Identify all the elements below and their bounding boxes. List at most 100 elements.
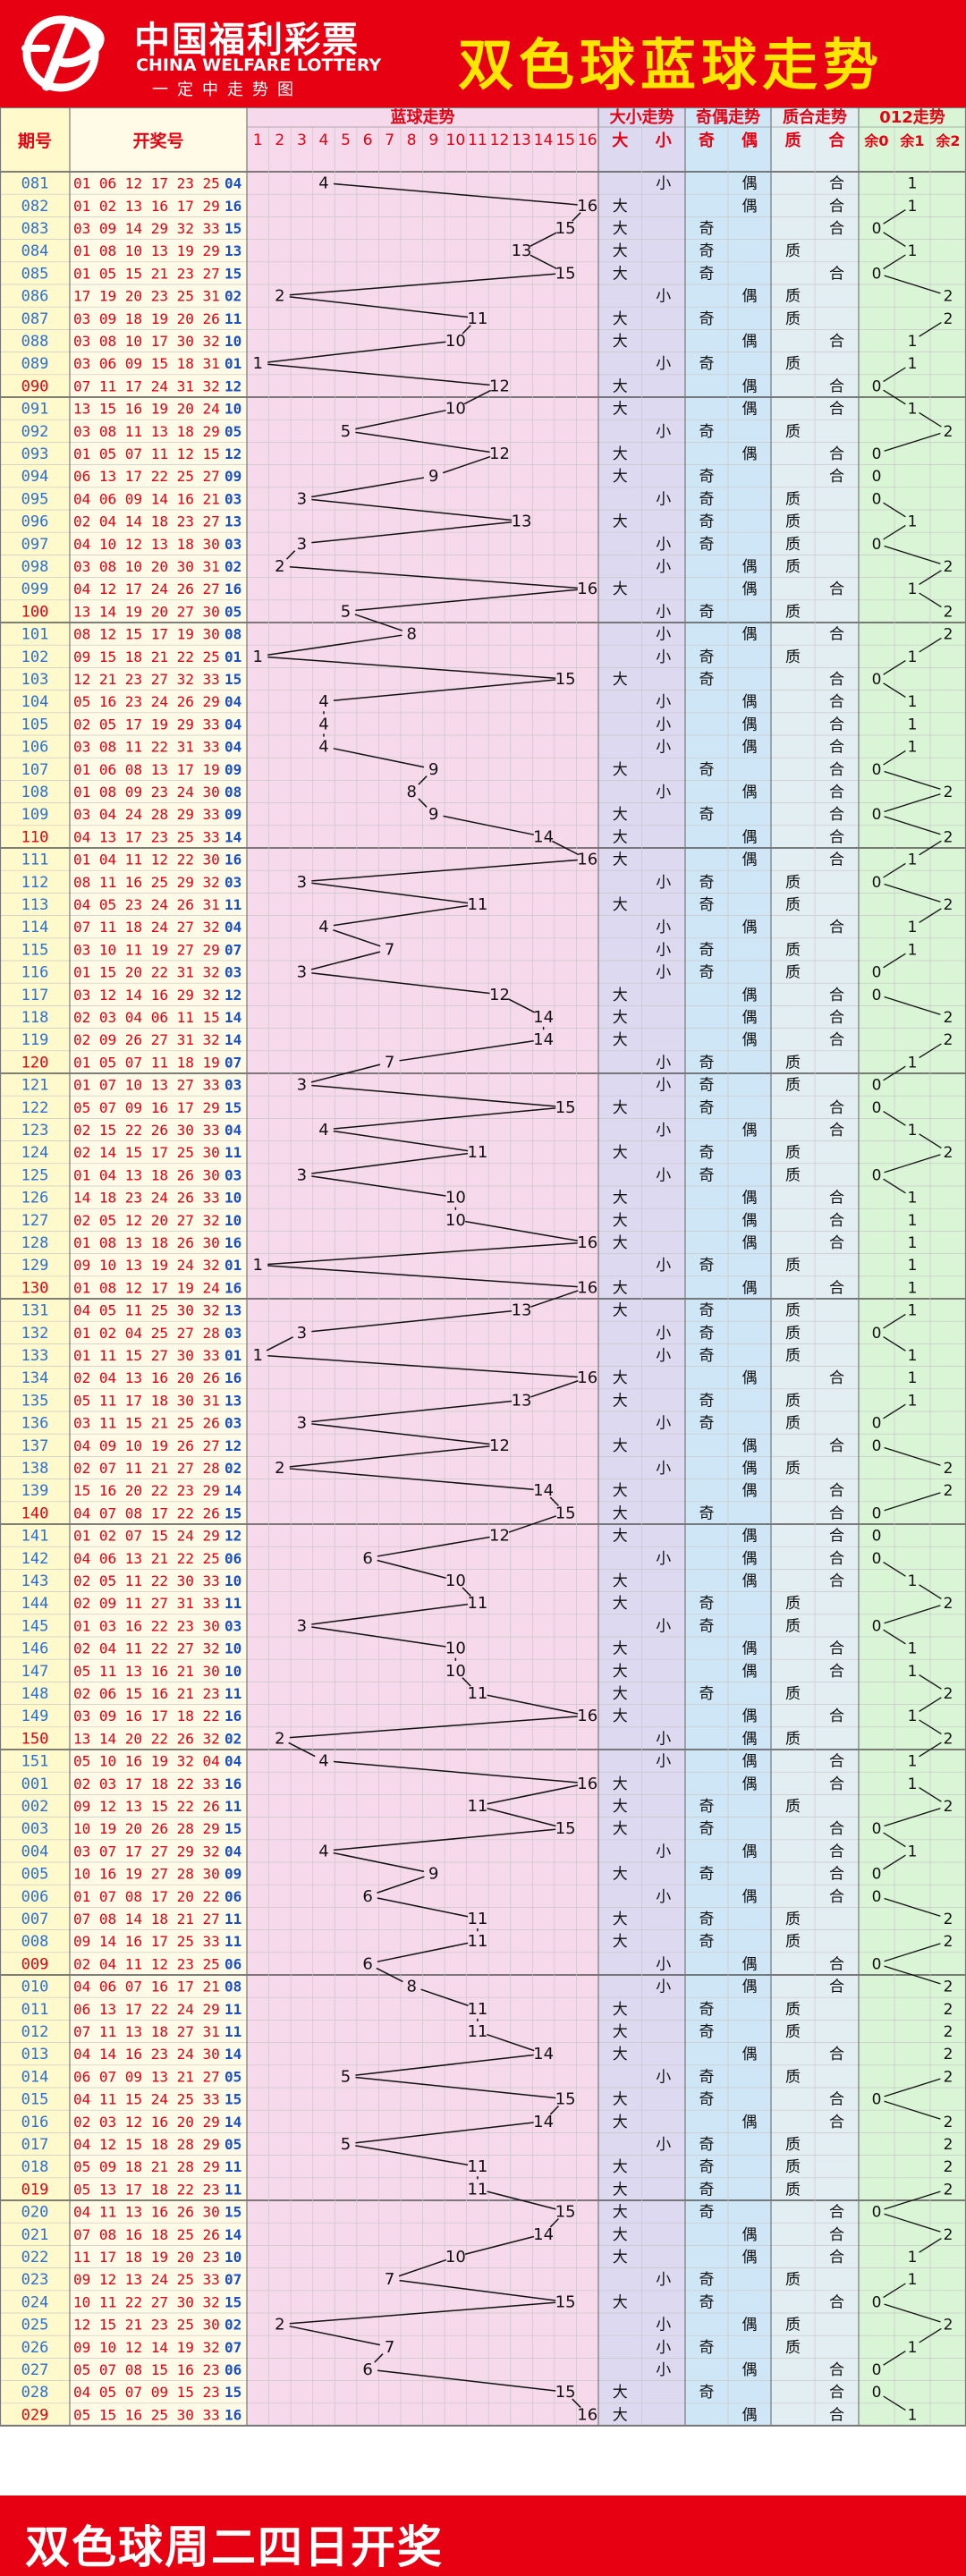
- prime-marker: 合: [829, 2361, 844, 2379]
- issue-number: 106: [21, 739, 49, 757]
- red-balls: 03 09 18 19 20 26: [73, 310, 220, 327]
- parity-marker: 奇: [699, 423, 715, 441]
- header-prime-label: 合: [829, 131, 846, 150]
- blue-trend-segment: [333, 1130, 469, 1152]
- prime-marker: 合: [829, 1369, 844, 1387]
- mod-marker: 2: [944, 828, 953, 846]
- issue-number: 022: [21, 2249, 49, 2267]
- parity-marker: 奇: [699, 2091, 715, 2109]
- blue-trend-segment: [464, 2235, 535, 2255]
- parity-marker: 奇: [699, 648, 715, 666]
- parity-marker: 奇: [699, 1415, 715, 1433]
- blue-ball: 11: [225, 1933, 242, 1950]
- blue-ball: 09: [225, 468, 242, 485]
- parity-marker: 奇: [699, 1392, 715, 1410]
- issue-number: 120: [21, 1054, 49, 1072]
- blue-ball: 08: [225, 1979, 242, 1996]
- parity-marker: 奇: [699, 603, 715, 621]
- blue-ball-marker: 12: [489, 986, 510, 1004]
- size-marker: 小: [656, 1550, 671, 1568]
- blue-ball-marker: 6: [362, 1549, 372, 1568]
- header-prime-trend: 质合走势: [783, 107, 847, 127]
- size-marker: 大: [613, 401, 628, 419]
- blue-trend-segment: [333, 1828, 556, 1852]
- parity-marker: 偶: [742, 445, 758, 463]
- issue-number: 113: [21, 896, 49, 914]
- blue-trend-segment: [487, 1694, 579, 1715]
- mod-marker: 2: [944, 2114, 953, 2131]
- parity-marker: 奇: [699, 1685, 715, 1703]
- blue-ball-marker: 10: [445, 400, 466, 419]
- mod-marker: 1: [908, 1212, 918, 1230]
- blue-trend-segment: [333, 1760, 578, 1784]
- prime-marker: 合: [829, 1234, 844, 1252]
- issue-number: 082: [21, 198, 49, 216]
- header-size-label: 小: [656, 131, 672, 150]
- blue-ball-marker: 2: [275, 1729, 284, 1748]
- issue-number: 104: [21, 693, 49, 711]
- logo-english-text: CHINA WELFARE LOTTERY: [136, 55, 382, 75]
- red-balls: 04 11 15 24 25 33: [73, 2091, 220, 2108]
- size-marker: 大: [613, 1528, 628, 1546]
- size-marker: 小: [656, 536, 671, 554]
- red-balls: 10 11 22 27 30 32: [73, 2293, 220, 2310]
- mod-marker: 1: [908, 580, 918, 598]
- blue-ball-marker: 3: [297, 1414, 307, 1433]
- blue-trend-segment: [377, 1942, 469, 1962]
- header-blue-trend: 蓝球走势: [391, 107, 455, 127]
- header-ball-number: 13: [512, 131, 531, 149]
- blue-ball: 15: [225, 2204, 242, 2221]
- blue-ball: 12: [225, 445, 242, 462]
- footer-draw-schedule: 双色球周二四日开奖: [25, 2521, 444, 2573]
- issue-number: 140: [21, 1504, 49, 1522]
- prime-marker: 合: [829, 1775, 844, 1793]
- parity-marker: 偶: [742, 1122, 758, 1140]
- size-marker: 大: [613, 806, 628, 824]
- prime-marker: 合: [829, 220, 844, 238]
- prime-marker: 合: [829, 1279, 844, 1297]
- prime-marker: 合: [829, 1437, 844, 1455]
- size-marker: 大: [613, 1933, 628, 1951]
- blue-trend-segment: [487, 1784, 579, 1805]
- blue-ball-marker: 3: [297, 963, 307, 982]
- blue-ball-marker: 10: [445, 1662, 466, 1681]
- prime-marker: 合: [829, 2046, 844, 2063]
- size-marker: 大: [613, 1820, 628, 1838]
- blue-trend-segment: [267, 363, 490, 386]
- blue-ball-marker: 16: [577, 1775, 597, 1793]
- size-marker: 小: [656, 693, 671, 711]
- size-marker: 大: [613, 1099, 628, 1117]
- mod-trend-segment: [883, 1336, 906, 1352]
- mod-marker: 0: [872, 490, 882, 508]
- blue-ball-marker: 15: [555, 219, 576, 238]
- red-balls: 02 05 11 22 30 33: [73, 1572, 220, 1589]
- prime-marker: 质: [785, 964, 801, 982]
- header-ball-number: 4: [319, 131, 329, 149]
- parity-marker: 偶: [742, 1888, 758, 1906]
- blue-ball-marker: 15: [555, 2090, 576, 2109]
- mod-marker: 1: [908, 2406, 918, 2424]
- blue-trend-segment: [311, 1152, 469, 1174]
- red-balls: 01 05 15 21 23 27: [73, 265, 220, 282]
- issue-number: 092: [21, 423, 49, 441]
- mod-marker: 0: [872, 806, 882, 824]
- prime-marker: 质: [785, 1166, 801, 1184]
- red-balls: 02 04 11 12 23 25: [73, 1955, 220, 1972]
- header-ball-number: 2: [275, 131, 284, 149]
- blue-ball: 07: [225, 2271, 242, 2288]
- parity-marker: 偶: [742, 1775, 758, 1793]
- blue-ball: 16: [225, 852, 242, 869]
- parity-marker: 奇: [699, 1866, 715, 1884]
- prime-marker: 合: [829, 401, 844, 419]
- prime-marker: 合: [829, 1550, 844, 1568]
- blue-ball-marker: 4: [318, 692, 328, 711]
- blue-ball-marker: 10: [445, 332, 466, 351]
- size-marker: 大: [613, 1640, 628, 1658]
- red-balls: 01 05 07 11 18 19: [73, 1054, 220, 1071]
- blue-trend-segment: [487, 2190, 556, 2210]
- blue-trend-segment: [311, 1084, 556, 1107]
- mod-marker: 1: [908, 198, 918, 216]
- size-marker: 小: [656, 919, 671, 936]
- red-balls: 03 06 09 15 18 31: [73, 355, 220, 372]
- blue-ball-marker: 1: [253, 1346, 263, 1365]
